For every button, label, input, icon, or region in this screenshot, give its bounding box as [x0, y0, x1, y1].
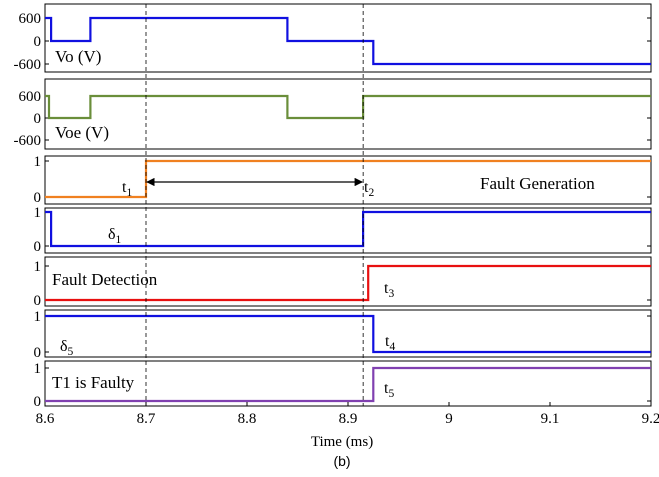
x-axis-label: Time (ms) [311, 434, 373, 450]
panel-fault-detection: 1 0 Fault Detection t3 [34, 256, 652, 309]
panel-frame [44, 256, 652, 307]
panel-frame [44, 3, 652, 73]
y-tick-label: -600 [14, 57, 42, 73]
y-tick-label: 1 [34, 361, 42, 377]
annotation: t5 [384, 380, 394, 400]
x-tick-label: 9.2 [642, 411, 659, 427]
y-tick-label: 0 [34, 293, 42, 309]
y-tick-label: 1 [34, 154, 42, 170]
series-voe [45, 94, 651, 120]
y-tick-label: 0 [34, 239, 42, 255]
x-tick-label: 8.7 [137, 411, 156, 427]
figure-caption: (b) [333, 453, 350, 469]
y-tick-label: 1 [34, 259, 42, 275]
panel-delta1: 1 0 δ1 [34, 205, 652, 255]
annotation: δ5 [60, 338, 74, 358]
y-tick-label: -600 [14, 133, 42, 149]
series-delta5 [45, 314, 651, 354]
series-vo [45, 16, 651, 66]
x-tick-label: 8.6 [36, 411, 55, 427]
panel-label: Vo (V) [55, 47, 101, 66]
marker-label: t1 [122, 179, 132, 199]
y-tick-label: 1 [34, 309, 42, 325]
y-tick-label: 0 [34, 34, 42, 50]
x-tick-label: 9.1 [541, 411, 560, 427]
annotation: Fault Detection [52, 270, 158, 289]
y-tick-label: 0 [34, 190, 42, 206]
annotation: t3 [384, 280, 394, 300]
y-tick-label: 0 [34, 111, 42, 127]
series-fault-detection [45, 264, 651, 302]
y-tick-label: 0 [34, 345, 42, 361]
panel-fault-generation: 1 0 Fault Generation [34, 154, 652, 206]
panel-delta5: 1 0 δ5 t4 [34, 309, 652, 361]
y-tick-label: 1 [34, 205, 42, 221]
panel-frame [44, 78, 652, 150]
panel-frame [44, 309, 652, 358]
panel-frame [44, 207, 652, 254]
y-tick-label: 600 [19, 11, 42, 27]
x-axis: 8.6 8.7 8.8 8.9 9 9.1 9.2 [36, 402, 659, 427]
series-t1-faulty [45, 366, 651, 403]
y-tick-label: 600 [19, 89, 42, 105]
x-tick-label: 8.8 [238, 411, 257, 427]
annotation: Fault Generation [480, 174, 595, 193]
annotation: T1 is Faulty [52, 373, 135, 392]
annotation: δ1 [108, 226, 122, 246]
panel-label: Voe (V) [55, 123, 109, 142]
panel-frame [44, 155, 652, 205]
x-tick-label: 9 [445, 411, 453, 427]
panel-voe: 600 0 -600 Voe (V) [14, 78, 652, 150]
annotation: t4 [385, 333, 395, 353]
time-markers: t1 t2 [122, 4, 374, 406]
y-tick-label: 0 [34, 394, 42, 410]
x-tick-label: 8.9 [339, 411, 358, 427]
panel-t1-faulty: 1 0 T1 is Faulty t5 [34, 360, 652, 410]
series-delta1 [45, 210, 651, 248]
marker-label: t2 [364, 179, 374, 199]
panel-vo: 600 0 -600 Vo (V) [14, 3, 652, 73]
